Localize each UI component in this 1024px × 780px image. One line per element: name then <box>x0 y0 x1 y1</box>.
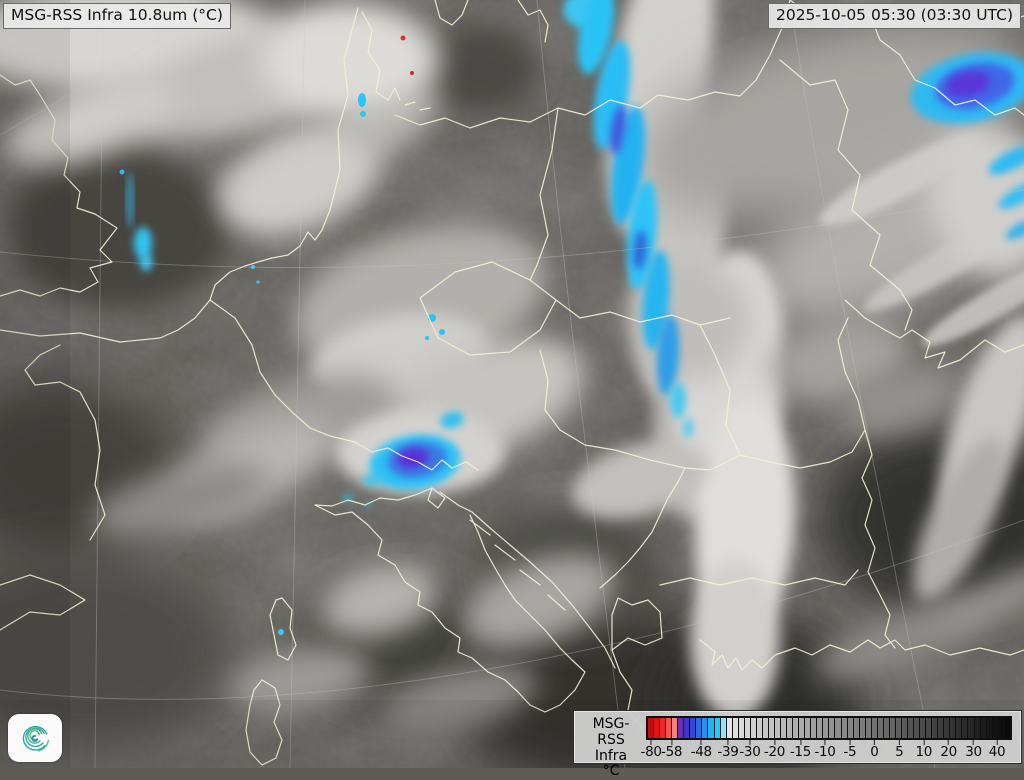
legend-color-segment <box>757 718 762 738</box>
legend-label: MSG-RSS Infra °C <box>580 716 642 761</box>
legend-tick: -39 <box>717 740 738 760</box>
legend-color-segment <box>860 718 865 738</box>
legend-color-segment <box>896 718 901 738</box>
legend-color-segment <box>793 718 798 738</box>
timestamp-text: 2025-10-05 05:30 (03:30 UTC) <box>776 6 1013 24</box>
legend-color-segment <box>968 718 973 738</box>
legend-color-segment <box>817 718 822 738</box>
product-label: MSG-RSS Infra 10.8um (°C) <box>3 3 231 29</box>
legend-color-segment <box>684 718 689 738</box>
legend-color-segment <box>678 718 683 738</box>
legend-color-segment <box>975 718 980 738</box>
legend-colorbar <box>646 716 1012 740</box>
legend-color-segment <box>1005 718 1010 738</box>
legend-tick: -48 <box>691 740 712 760</box>
legend-color-segment <box>926 718 931 738</box>
legend-color-segment <box>708 718 713 738</box>
legend-color-segment <box>866 718 871 738</box>
legend-color-segment <box>944 718 949 738</box>
legend-color-segment <box>775 718 780 738</box>
legend-color-segment <box>993 718 998 738</box>
spiral-cyclone-icon <box>14 718 56 758</box>
legend-color-segment <box>950 718 955 738</box>
legend-color-segment <box>672 718 677 738</box>
legend-color-segment <box>842 718 847 738</box>
legend-tick: 0 <box>870 740 878 760</box>
legend-tick: -80 <box>641 740 662 760</box>
legend-tick: -30 <box>739 740 760 760</box>
legend-color-segment <box>745 718 750 738</box>
legend-color-segment <box>835 718 840 738</box>
legend-color-segment <box>823 718 828 738</box>
legend-color-segment <box>872 718 877 738</box>
legend-color-segment <box>848 718 853 738</box>
legend-tick: -58 <box>661 740 682 760</box>
legend-tick: 20 <box>940 740 957 760</box>
legend-color-segment <box>811 718 816 738</box>
legend-color-segment <box>733 718 738 738</box>
legend-color-segment <box>987 718 992 738</box>
legend-color-segment <box>878 718 883 738</box>
legend-source: MSG-RSS <box>580 717 642 749</box>
legend-tick: 5 <box>895 740 903 760</box>
legend-color-segment <box>914 718 919 738</box>
logo-badge <box>8 714 62 762</box>
legend-channel: Infra <box>580 749 642 765</box>
legend-color-segment <box>769 718 774 738</box>
legend-color-segment <box>727 718 732 738</box>
legend-color-segment <box>999 718 1004 738</box>
legend-color-segment <box>805 718 810 738</box>
legend-color-segment <box>666 718 671 738</box>
timestamp-label: 2025-10-05 05:30 (03:30 UTC) <box>768 3 1021 29</box>
legend-color-segment <box>763 718 768 738</box>
legend-color-segment <box>938 718 943 738</box>
legend-color-segment <box>854 718 859 738</box>
legend-tick: -5 <box>843 740 856 760</box>
legend-color-segment <box>962 718 967 738</box>
legend-color-segment <box>660 718 665 738</box>
legend-tick: -10 <box>814 740 835 760</box>
legend-color-segment <box>799 718 804 738</box>
legend-color-segment <box>702 718 707 738</box>
legend-color-segment <box>739 718 744 738</box>
legend-color-segment <box>902 718 907 738</box>
legend-color-segment <box>932 718 937 738</box>
product-label-text: MSG-RSS Infra 10.8um (°C) <box>11 6 223 24</box>
legend-color-segment <box>751 718 756 738</box>
legend-color-segment <box>981 718 986 738</box>
legend-tick: -20 <box>764 740 785 760</box>
legend-tick: 10 <box>915 740 932 760</box>
legend-color-segment <box>715 718 720 738</box>
legend-color-segment <box>920 718 925 738</box>
legend-tick: -15 <box>790 740 811 760</box>
legend-color-segment <box>890 718 895 738</box>
legend-tick: 30 <box>965 740 982 760</box>
legend-color-segment <box>648 718 653 738</box>
legend-color-segment <box>781 718 786 738</box>
legend-color-segment <box>787 718 792 738</box>
legend-color-segment <box>721 718 726 738</box>
legend-tick: 40 <box>989 740 1006 760</box>
overshoot-top-dot <box>401 36 406 41</box>
legend-color-segment <box>908 718 913 738</box>
legend-unit: °C <box>580 764 642 780</box>
legend-color-segment <box>829 718 834 738</box>
legend-color-segment <box>956 718 961 738</box>
legend-panel: MSG-RSS Infra °C -80-58 -48-39-30-20-15-1… <box>573 710 1022 764</box>
legend-color-segment <box>884 718 889 738</box>
legend-color-segment <box>654 718 659 738</box>
legend-color-segment <box>690 718 695 738</box>
legend-color-segment <box>696 718 701 738</box>
